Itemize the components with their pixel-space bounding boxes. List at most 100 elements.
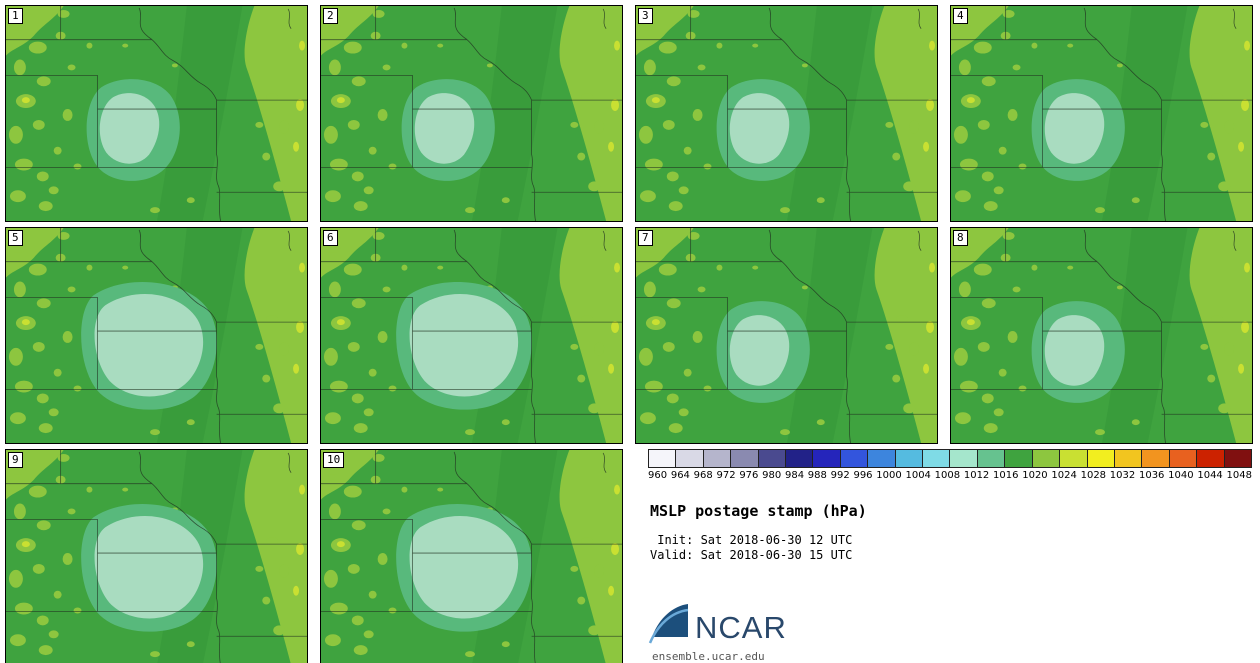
terrain-speckles-east — [437, 265, 605, 436]
colorbar-segment — [1142, 450, 1170, 467]
colorbar-segment — [676, 450, 704, 467]
state-borders — [951, 228, 1252, 443]
pressure-fill-east-high — [559, 6, 622, 221]
colorbar-tick: 964 — [670, 470, 690, 481]
stamp-panel[interactable]: 10 — [320, 449, 623, 663]
member-number-badge: 2 — [323, 8, 338, 24]
pressure-low-core — [414, 93, 475, 164]
pressure-low-core — [94, 516, 204, 619]
member-number-badge: 5 — [8, 230, 23, 246]
state-borders — [6, 6, 307, 221]
member-number-badge: 9 — [8, 452, 23, 468]
colorbar-segment — [840, 450, 869, 467]
colorbar-segment — [1087, 450, 1115, 467]
pressure-fill-east-high — [1189, 228, 1252, 443]
terrain-speckles-west — [8, 231, 99, 434]
terrain-speckles-west — [953, 231, 1044, 434]
colorbar-segment — [868, 450, 896, 467]
member-number-badge: 10 — [323, 452, 345, 468]
colorbar-segment — [786, 450, 814, 467]
terrain-speckles-east — [437, 43, 605, 214]
colorbar-segment — [703, 450, 732, 467]
mslp-map — [951, 6, 1252, 221]
state-borders — [6, 228, 307, 443]
terrain-speckles-bright — [651, 40, 936, 152]
colorbar-tick: 1048 — [1226, 470, 1252, 481]
colorbar-segment — [1169, 450, 1198, 467]
state-borders — [636, 228, 937, 443]
stamp-panel[interactable]: 8 — [950, 227, 1253, 444]
terrain-speckles-east — [437, 487, 605, 658]
colorbar-tick: 996 — [853, 470, 873, 481]
member-number-badge: 1 — [8, 8, 23, 24]
pressure-low-core — [99, 93, 160, 164]
mslp-map — [6, 228, 307, 443]
ncar-logo-text: NCAR — [695, 610, 787, 645]
state-borders — [321, 450, 622, 663]
pressure-low-core — [729, 93, 790, 164]
state-borders — [321, 228, 622, 443]
colorbar-tick: 1036 — [1138, 470, 1165, 481]
mslp-map — [6, 6, 307, 221]
pressure-fill-east-high — [244, 228, 307, 443]
colorbar-tick: 972 — [716, 470, 736, 481]
stamp-panel[interactable]: 4 — [950, 5, 1253, 222]
page-title: MSLP postage stamp (hPa) — [650, 502, 867, 520]
state-borders — [636, 6, 937, 221]
colorbar-tick: 1028 — [1080, 470, 1107, 481]
colorbar-segment — [977, 450, 1006, 467]
mslp-map — [636, 6, 937, 221]
ncar-logo: NCAR — [648, 604, 787, 645]
mslp-map — [6, 450, 307, 663]
mslp-map — [321, 450, 622, 663]
ncar-logo-arc — [648, 608, 689, 644]
colorbar-segment — [758, 450, 787, 467]
stamp-panel[interactable]: 3 — [635, 5, 938, 222]
colorbar-segment — [1060, 450, 1088, 467]
pressure-low-core — [1044, 93, 1105, 164]
colorbar-tick: 1020 — [1022, 470, 1048, 481]
colorbar-segment — [895, 450, 924, 467]
terrain-speckles-bright — [651, 262, 936, 374]
terrain-speckles-bright — [21, 40, 306, 152]
terrain-speckles-bright — [336, 484, 621, 596]
colorbar-tick: 968 — [693, 470, 713, 481]
pressure-low-core — [409, 516, 519, 619]
colorbar-tick: 988 — [807, 470, 827, 481]
state-borders — [6, 450, 307, 663]
member-number-badge: 4 — [953, 8, 968, 24]
stamp-panel[interactable]: 1 — [5, 5, 308, 222]
member-number-badge: 3 — [638, 8, 653, 24]
pressure-fill-east-high — [244, 6, 307, 221]
state-borders — [321, 6, 622, 221]
pressure-low-core — [729, 315, 790, 386]
terrain-speckles-east — [752, 43, 920, 214]
terrain-speckles-bright — [336, 40, 621, 152]
pressure-low-core — [409, 294, 519, 397]
member-number-badge: 6 — [323, 230, 338, 246]
terrain-speckles-bright — [336, 262, 621, 374]
colorbar-segment — [1114, 450, 1143, 467]
colorbar-segment — [1224, 450, 1251, 467]
colorbar-tick: 1008 — [934, 470, 961, 481]
stamp-panel[interactable]: 5 — [5, 227, 308, 444]
terrain-speckles-west — [323, 231, 414, 434]
state-borders — [951, 6, 1252, 221]
init-time-label: Init: Sat 2018-06-30 12 UTC — [650, 533, 853, 547]
site-url: ensemble.ucar.edu — [652, 650, 765, 663]
stamp-panel[interactable]: 6 — [320, 227, 623, 444]
pressure-low-core — [94, 294, 204, 397]
terrain-speckles-east — [122, 43, 290, 214]
terrain-speckles-bright — [21, 262, 306, 374]
colorbar-segment — [1005, 450, 1033, 467]
stamp-panel[interactable]: 9 — [5, 449, 308, 663]
terrain-speckles-east — [122, 265, 290, 436]
colorbar-tick: 1000 — [876, 470, 902, 481]
colorbar-segment — [731, 450, 759, 467]
terrain-speckles-bright — [966, 262, 1251, 374]
stamp-panel[interactable]: 2 — [320, 5, 623, 222]
colorbar-segment — [950, 450, 978, 467]
mslp-map — [321, 228, 622, 443]
stamp-panel[interactable]: 7 — [635, 227, 938, 444]
